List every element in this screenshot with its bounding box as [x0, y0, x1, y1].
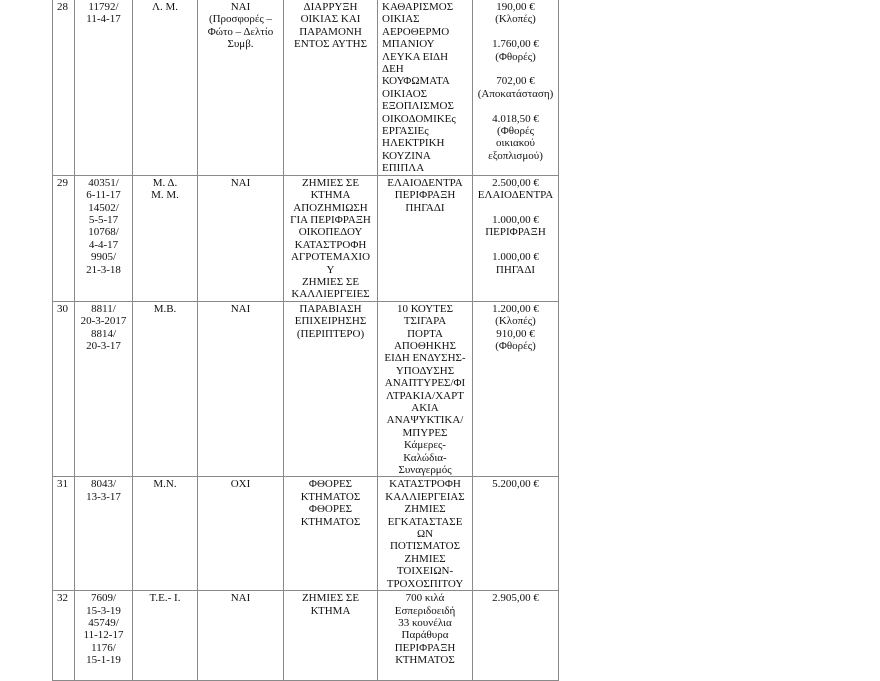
items-cell: ΚΑΘΑΡΙΣΜΟΣ ΟΙΚΙΑΣ ΑΕΡΟΘΕΡΜΟ ΜΠΑΝΙΟΥ ΛΕΥΚ… — [377, 0, 473, 176]
protocol-cell: 40351/ 6-11-17 14502/ 5-5-17 10768/ 4-4-… — [74, 174, 133, 302]
name-cell: Τ.Ε.- Ι. — [132, 590, 198, 681]
row-number: 32 — [52, 590, 75, 681]
protocol-cell: 7609/ 15-3-19 45749/ 11-12-17 1176/ 15-1… — [74, 590, 133, 681]
amount-cell: 2.905,00 € — [472, 590, 559, 681]
damage-cell: ΔΙΑΡΡΥΞΗ ΟΙΚΙΑΣ ΚΑΙ ΠΑΡΑΜΟΝΗ ΕΝΤΟΣ ΑΥΤΗΣ — [283, 0, 378, 176]
table-row: 28 11792/ 11-4-17 Λ. Μ. ΝΑΙ (Προσφορές –… — [52, 0, 559, 176]
protocol-cell: 11792/ 11-4-17 — [74, 0, 133, 176]
name-cell: Μ.Β. — [132, 300, 198, 478]
name-cell: Μ. Δ. Μ. Μ. — [132, 174, 198, 302]
damage-cell: ΠΑΡΑΒΙΑΣΗ ΕΠΙΧΕΙΡΗΣΗΣ (ΠΕΡΙΠΤΕΡΟ) — [283, 300, 378, 478]
amount-cell: 1.200,00 € (Κλοπές) 910,00 € (Φθορές) — [472, 300, 559, 478]
evidence-cell: ΝΑΙ (Προσφορές – Φώτο – Δελτίο Συμβ. — [197, 0, 284, 176]
row-number: 29 — [52, 174, 75, 302]
name-cell: Λ. Μ. — [132, 0, 198, 176]
protocol-cell: 8811/ 20-3-2017 8814/ 20-3-17 — [74, 300, 133, 478]
damage-cell: ΦΘΟΡΕΣ ΚΤΗΜΑΤΟΣ ΦΘΟΡΕΣ ΚΤΗΜΑΤΟΣ — [283, 476, 378, 592]
damage-cell: ΖΗΜΙΕΣ ΣΕ ΚΤΗΜΑ — [283, 590, 378, 681]
evidence-cell: ΝΑΙ — [197, 300, 284, 478]
protocol-cell: 8043/ 13-3-17 — [74, 476, 133, 592]
amount-cell: 190,00 € (Κλοπές) 1.760,00 € (Φθορές) 70… — [472, 0, 559, 176]
amount-cell: 2.500,00 € ΕΛΑΙΟΔΕΝΤΡΑ 1.000,00 € ΠΕΡΙΦΡ… — [472, 174, 559, 302]
table-row: 31 8043/ 13-3-17 Μ.Ν. ΟΧΙ ΦΘΟΡΕΣ ΚΤΗΜΑΤΟ… — [52, 476, 559, 592]
evidence-cell: ΟΧΙ — [197, 476, 284, 592]
items-cell: 10 ΚΟΥΤΕΣ ΤΣΙΓΑΡΑ ΠΟΡΤΑ ΑΠΟΘΗΚΗΣ ΕΙΔΗ ΕΝ… — [377, 300, 473, 478]
row-number: 31 — [52, 476, 75, 592]
name-cell: Μ.Ν. — [132, 476, 198, 592]
evidence-cell: ΝΑΙ — [197, 174, 284, 302]
items-cell: 700 κιλά Εσπεριδοειδή 33 κουνέλια Παράθυ… — [377, 590, 473, 681]
items-cell: ΕΛΑΙΟΔΕΝΤΡΑ ΠΕΡΙΦΡΑΞΗ ΠΗΓΑΔΙ — [377, 174, 473, 302]
table-row: 32 7609/ 15-3-19 45749/ 11-12-17 1176/ 1… — [52, 590, 559, 681]
row-number: 28 — [52, 0, 75, 176]
table-row: 30 8811/ 20-3-2017 8814/ 20-3-17 Μ.Β. ΝΑ… — [52, 300, 559, 478]
compensation-table: 28 11792/ 11-4-17 Λ. Μ. ΝΑΙ (Προσφορές –… — [52, 0, 559, 681]
evidence-cell: ΝΑΙ — [197, 590, 284, 681]
table-row: 29 40351/ 6-11-17 14502/ 5-5-17 10768/ 4… — [52, 174, 559, 302]
amount-cell: 5.200,00 € — [472, 476, 559, 592]
row-number: 30 — [52, 300, 75, 478]
items-cell: ΚΑΤΑΣΤΡΟΦΗ ΚΑΛΛΙΕΡΓΕΙΑΣ ΖΗΜΙΕΣ ΕΓΚΑΤΑΣΤΑ… — [377, 476, 473, 592]
damage-cell: ΖΗΜΙΕΣ ΣΕ ΚΤΗΜΑ ΑΠΟΖΗΜΙΩΣΗ ΓΙΑ ΠΕΡΙΦΡΑΞΗ… — [283, 174, 378, 302]
